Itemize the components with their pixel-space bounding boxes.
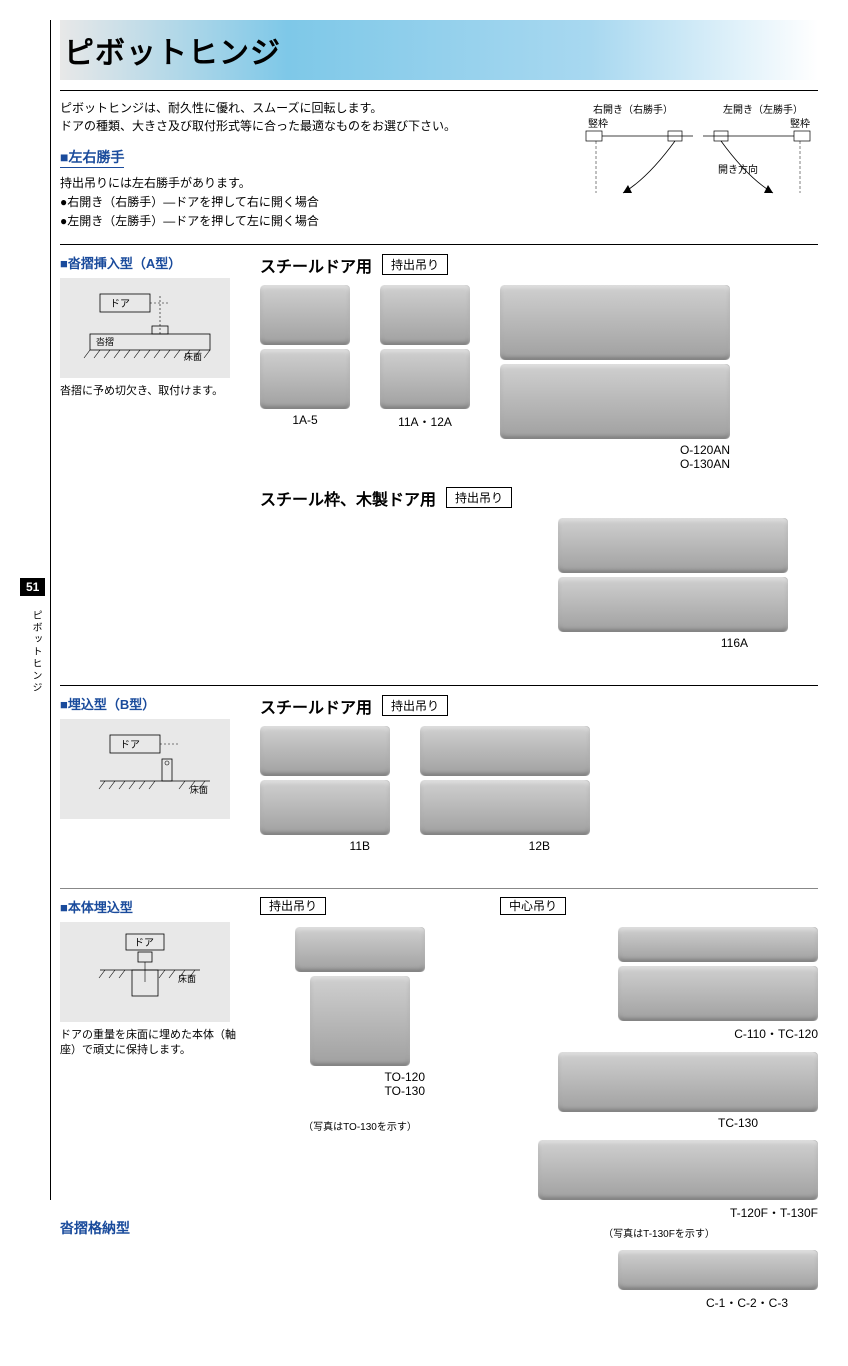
lr-body-1: 持出吊りには左右勝手があります。 xyxy=(60,176,251,190)
dd-frame-l: 竪枠 xyxy=(588,117,608,130)
label-c110: C-110・TC-120 xyxy=(734,1025,818,1042)
intro-line-1: ピボットヒンジは、耐久性に優れ、スムーズに回転します。 xyxy=(60,101,382,115)
page-content: ピボットヒンジ ピボットヒンジは、耐久性に優れ、スムーズに回転します。 ドアの種… xyxy=(0,0,848,1366)
type-body-caption: ドアの重量を床面に埋めた本体（軸座）で頑丈に保持します。 xyxy=(60,1028,240,1059)
svg-text:床面: 床面 xyxy=(184,351,202,362)
tag-center: 中心吊り xyxy=(500,897,566,915)
type-a-tag1: 持出吊り xyxy=(382,254,448,275)
type-a-products2: 116A xyxy=(260,518,818,650)
title-banner: ピボットヒンジ xyxy=(60,20,818,80)
label-11a12a: 11A・12A xyxy=(398,413,452,430)
type-a-caption: 沓摺に予め切欠き、取付けます。 xyxy=(60,384,240,399)
note-t130f: （写真はT-130Fを示す） xyxy=(603,1225,715,1240)
type-a-products1: 1A-5 11A・12A O-120AN O-130AN xyxy=(260,285,818,471)
svg-text:ドア: ドア xyxy=(110,299,130,310)
body-type-columns: 持出吊り TO-120 TO-130 （写真はTO-130を示す） 中心吊り xyxy=(260,897,818,1326)
type-body-section: ■本体埋込型 ドア 床面 xyxy=(60,888,818,1326)
svg-text:沓摺: 沓摺 xyxy=(96,336,114,347)
svg-text:床面: 床面 xyxy=(178,973,196,984)
note-to130: （写真はTO-130を示す） xyxy=(303,1118,417,1133)
product-c1c2c3: C-1・C-2・C-3 xyxy=(500,1250,818,1311)
product-t120f: T-120F・T-130F （写真はT-130Fを示す） xyxy=(500,1140,818,1240)
type-a-diagram: ドア 沓摺 床面 xyxy=(60,278,230,378)
label-116a: 116A xyxy=(721,636,748,650)
label-12b: 12B xyxy=(529,839,550,853)
type-a-section: ■沓摺挿入型（A型） ドア 沓摺 床面 xyxy=(60,244,818,665)
type-b-diagram: ドア 床面 xyxy=(60,719,230,819)
type-b-products: 11B 12B xyxy=(260,726,818,853)
type-body-diagram: ドア 床面 xyxy=(60,922,230,1022)
type-a-cat1-label: スチールドア用 xyxy=(260,253,372,277)
label-c1c2c3: C-1・C-2・C-3 xyxy=(706,1294,788,1311)
product-11b: 11B xyxy=(260,726,390,853)
svg-text:床面: 床面 xyxy=(190,784,208,795)
dd-direction: 開き方向 xyxy=(718,163,758,176)
type-a-tag2: 持出吊り xyxy=(446,487,512,508)
intro-area: ピボットヒンジは、耐久性に優れ、スムーズに回転します。 ドアの種類、大きさ及び取… xyxy=(60,99,818,244)
type-a-cat1: スチールドア用 持出吊り xyxy=(260,253,818,277)
type-a-cat2-label: スチール枠、木製ドア用 xyxy=(260,486,436,510)
lr-body: 持出吊りには左右勝手があります。 ●右開き（右勝手）―ドアを押して右に開く場合 … xyxy=(60,174,578,232)
type-a-cat2: スチール枠、木製ドア用 持出吊り xyxy=(260,486,818,510)
page-title: ピボットヒンジ xyxy=(60,28,818,72)
product-tc130: TC-130 xyxy=(500,1052,818,1130)
product-1a5: 1A-5 xyxy=(260,285,350,471)
type-b-tag1: 持出吊り xyxy=(382,695,448,716)
product-116a: 116A xyxy=(558,518,788,650)
type-b-section: ■埋込型（B型） ドア 床面 xyxy=(60,685,818,868)
type-b-head: ■埋込型（B型） xyxy=(60,694,240,713)
label-tc130: TC-130 xyxy=(718,1116,758,1130)
label-1a5: 1A-5 xyxy=(292,413,317,427)
label-11b: 11B xyxy=(350,839,370,853)
dd-right-open: 右開き（右勝手） xyxy=(593,103,673,116)
product-11a12a: 11A・12A xyxy=(380,285,470,471)
intro-line-2: ドアの種類、大きさ及び取付形式等に合った最適なものをお選び下さい。 xyxy=(60,119,456,133)
dd-left-open: 左開き（左勝手） xyxy=(723,103,803,116)
type-b-cat1: スチールドア用 持出吊り xyxy=(260,694,818,718)
dd-frame-r: 竪枠 xyxy=(790,117,810,130)
product-12b: 12B xyxy=(420,726,590,853)
product-o120an: O-120AN O-130AN xyxy=(500,285,730,471)
sill-storage-type: 沓摺格納型 xyxy=(60,1218,240,1238)
label-to120: TO-120 TO-130 xyxy=(385,1070,425,1098)
label-t120f: T-120F・T-130F xyxy=(730,1204,818,1221)
door-swing-diagram: 右開き（右勝手） 左開き（左勝手） 竪枠 竪枠 開き方向 xyxy=(578,99,818,244)
lr-body-3: ●左開き（左勝手）―ドアを押して左に開く場合 xyxy=(60,214,319,228)
product-c110: C-110・TC-120 xyxy=(500,927,818,1042)
product-to120: TO-120 TO-130 xyxy=(295,927,425,1098)
type-body-head: ■本体埋込型 xyxy=(60,897,240,916)
type-b-cat1-label: スチールドア用 xyxy=(260,694,372,718)
svg-text:ドア: ドア xyxy=(120,740,140,751)
svg-text:ドア: ドア xyxy=(134,938,154,949)
lr-heading: ■左右勝手 xyxy=(60,147,124,168)
intro-text: ピボットヒンジは、耐久性に優れ、スムーズに回転します。 ドアの種類、大きさ及び取… xyxy=(60,99,578,135)
type-a-head: ■沓摺挿入型（A型） xyxy=(60,253,240,272)
label-o120an: O-120AN O-130AN xyxy=(680,443,730,471)
tag-mochide: 持出吊り xyxy=(260,897,326,915)
title-underline xyxy=(60,90,818,91)
lr-body-2: ●右開き（右勝手）―ドアを押して右に開く場合 xyxy=(60,195,319,209)
